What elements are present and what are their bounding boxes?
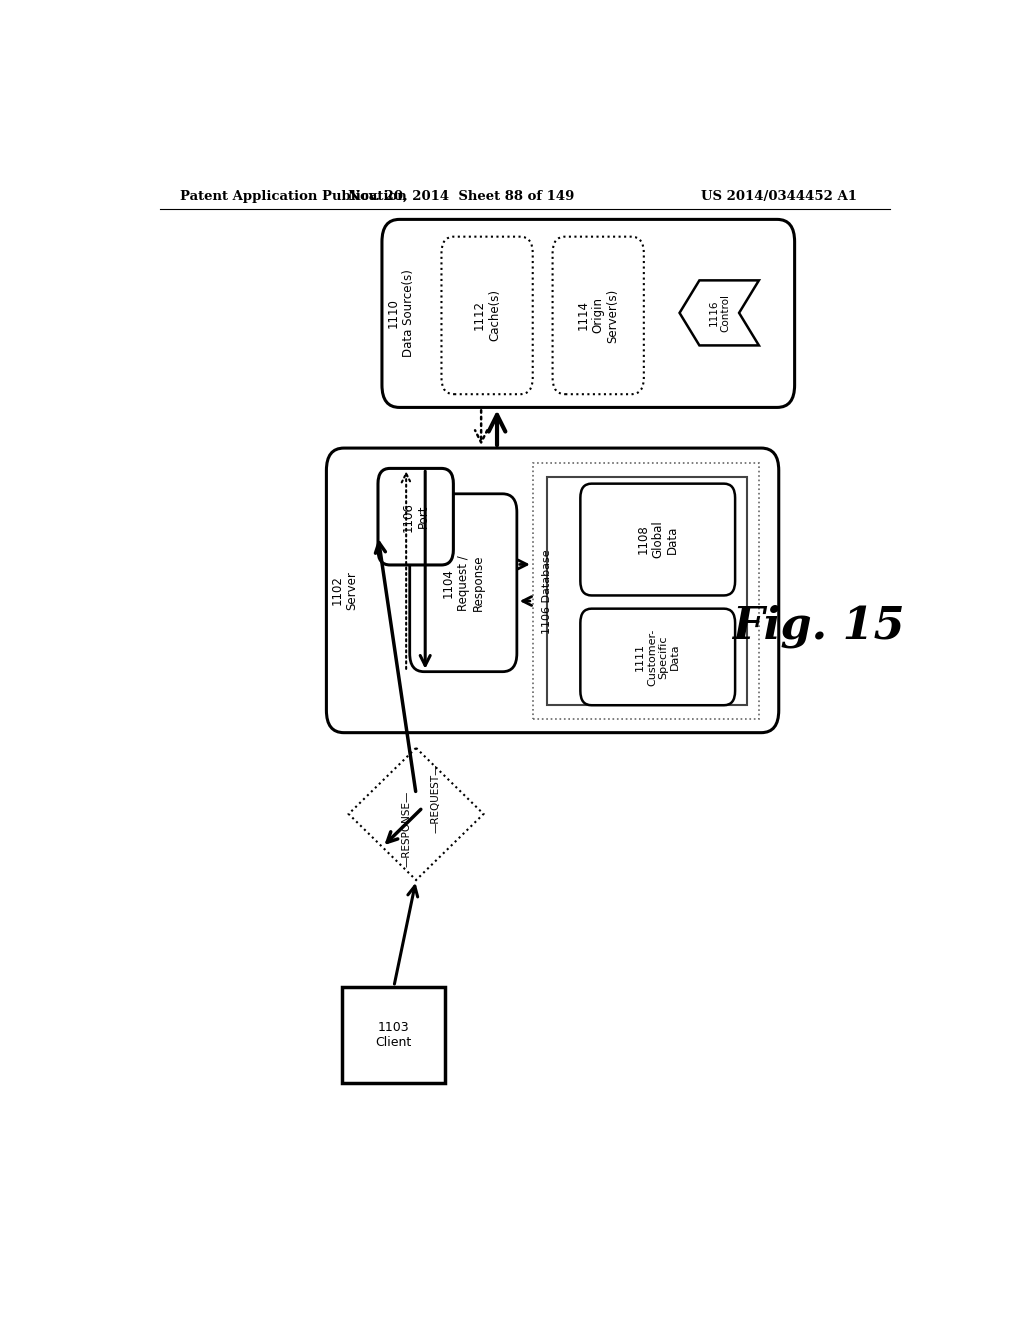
FancyBboxPatch shape bbox=[581, 483, 735, 595]
Text: 1112
Cache(s): 1112 Cache(s) bbox=[473, 289, 501, 342]
FancyBboxPatch shape bbox=[410, 494, 517, 672]
Text: 1106
Port: 1106 Port bbox=[401, 502, 430, 532]
FancyBboxPatch shape bbox=[382, 219, 795, 408]
Text: Patent Application Publication: Patent Application Publication bbox=[179, 190, 407, 202]
Text: 1116
Control: 1116 Control bbox=[709, 294, 730, 331]
Text: 1108
Global
Data: 1108 Global Data bbox=[636, 520, 679, 558]
Text: 1110
Data Source(s): 1110 Data Source(s) bbox=[387, 269, 415, 356]
Polygon shape bbox=[680, 280, 759, 346]
Bar bbox=[532, 463, 759, 719]
Text: 1114
Origin
Server(s): 1114 Origin Server(s) bbox=[577, 288, 620, 343]
FancyBboxPatch shape bbox=[553, 236, 644, 395]
FancyBboxPatch shape bbox=[441, 236, 532, 395]
Bar bbox=[342, 987, 445, 1084]
Text: Nov. 20, 2014  Sheet 88 of 149: Nov. 20, 2014 Sheet 88 of 149 bbox=[348, 190, 574, 202]
FancyBboxPatch shape bbox=[378, 469, 454, 565]
Text: Fig. 15: Fig. 15 bbox=[732, 605, 905, 648]
Text: —REQUEST—: —REQUEST— bbox=[431, 764, 441, 833]
Text: US 2014/0344452 A1: US 2014/0344452 A1 bbox=[700, 190, 857, 202]
Text: 1111
Customer-
Specific
Data: 1111 Customer- Specific Data bbox=[635, 628, 680, 685]
Text: 1106 Database: 1106 Database bbox=[542, 549, 552, 634]
FancyBboxPatch shape bbox=[581, 609, 735, 705]
Text: —RESPONSE—: —RESPONSE— bbox=[401, 791, 412, 867]
Text: 1102
Server: 1102 Server bbox=[331, 572, 358, 610]
FancyBboxPatch shape bbox=[327, 447, 778, 733]
Bar bbox=[547, 477, 748, 705]
Text: 1103
Client: 1103 Client bbox=[376, 1022, 412, 1049]
Text: 1104
Request /
Response: 1104 Request / Response bbox=[441, 554, 484, 611]
